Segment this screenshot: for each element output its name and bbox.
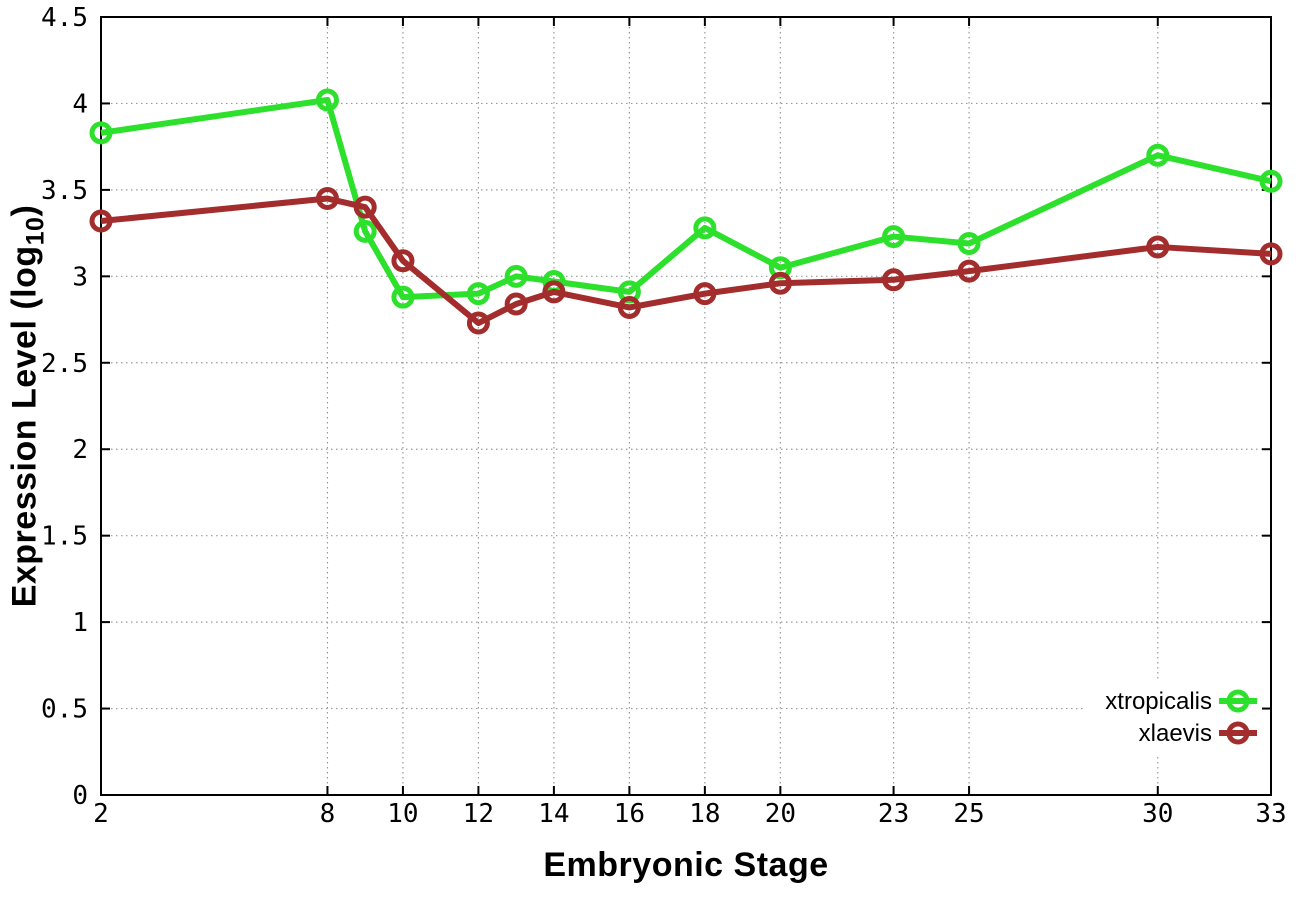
marker-xtropicalis-stage-8 [315, 88, 339, 112]
marker-xlaevis-stage-13 [504, 292, 528, 316]
tick-label-x-14: 14 [538, 799, 569, 829]
tick-label-y-3: 3 [72, 262, 88, 292]
marker-xlaevis-stage-20 [768, 271, 792, 295]
tick-label-x-10: 10 [387, 799, 418, 829]
plot-border [100, 16, 1272, 796]
marker-xlaevis-stage-14 [542, 280, 566, 304]
marker-xlaevis-stage-33 [1259, 242, 1283, 266]
tick-label-x-2: 2 [93, 799, 109, 829]
tick-label-x-30: 30 [1142, 799, 1173, 829]
tick-label-y-1: 1 [72, 608, 88, 638]
y-axis-title: Expression Level (log10) [6, 205, 51, 608]
legend-marker-xlaevis [1226, 721, 1250, 745]
marker-xlaevis-stage-12 [466, 311, 490, 335]
marker-xlaevis-stage-10 [391, 249, 415, 273]
tick-label-x-12: 12 [463, 799, 494, 829]
tick-label-y-4: 4 [72, 89, 88, 119]
marker-xtropicalis-stage-25 [957, 231, 981, 255]
tick-label-y-0.5: 0.5 [41, 695, 88, 725]
marker-xlaevis-stage-8 [315, 187, 339, 211]
tick-label-x-8: 8 [320, 799, 336, 829]
marker-xtropicalis-stage-10 [391, 285, 415, 309]
marker-xlaevis-stage-9 [353, 195, 377, 219]
tick-label-y-2: 2 [72, 435, 88, 465]
marker-xtropicalis-stage-23 [882, 225, 906, 249]
tick-label-x-20: 20 [765, 799, 796, 829]
tick-label-y-1.5: 1.5 [41, 522, 88, 552]
tick-label-y-2.5: 2.5 [41, 349, 88, 379]
y-axis-title-text: Expression Level (log [5, 245, 44, 608]
tick-label-y-3.5: 3.5 [41, 176, 88, 206]
marker-xlaevis-stage-30 [1146, 235, 1170, 259]
legend-label-xlaevis: xlaevis [1139, 720, 1212, 747]
marker-xlaevis-stage-18 [693, 282, 717, 306]
marker-xtropicalis-stage-30 [1146, 143, 1170, 167]
legend-marker-xtropicalis [1226, 689, 1250, 713]
tick-label-y-0: 0 [72, 781, 88, 811]
marker-xlaevis-stage-2 [89, 209, 113, 233]
marker-xlaevis-stage-23 [882, 268, 906, 292]
tick-label-y-4.5: 4.5 [41, 3, 88, 33]
tick-label-x-16: 16 [614, 799, 645, 829]
legend-label-xtropicalis: xtropicalis [1105, 688, 1212, 715]
series-line-xtropicalis [100, 96, 1272, 301]
tick-label-x-33: 33 [1255, 799, 1286, 829]
marker-xtropicalis-stage-13 [504, 264, 528, 288]
x-axis-title: Embryonic Stage [543, 846, 829, 884]
y-axis-title-subscript: 10 [21, 216, 50, 246]
marker-xtropicalis-stage-9 [353, 219, 377, 243]
marker-xlaevis-stage-16 [617, 295, 641, 319]
marker-xlaevis-stage-25 [957, 259, 981, 283]
y-axis-title-close-paren: ) [5, 204, 44, 217]
marker-xtropicalis-stage-12 [466, 282, 490, 306]
tick-label-x-18: 18 [689, 799, 720, 829]
marker-xtropicalis-stage-2 [89, 121, 113, 145]
tick-label-x-23: 23 [878, 799, 909, 829]
marker-xtropicalis-stage-18 [693, 216, 717, 240]
marker-xtropicalis-stage-33 [1259, 169, 1283, 193]
tick-label-x-25: 25 [953, 799, 984, 829]
